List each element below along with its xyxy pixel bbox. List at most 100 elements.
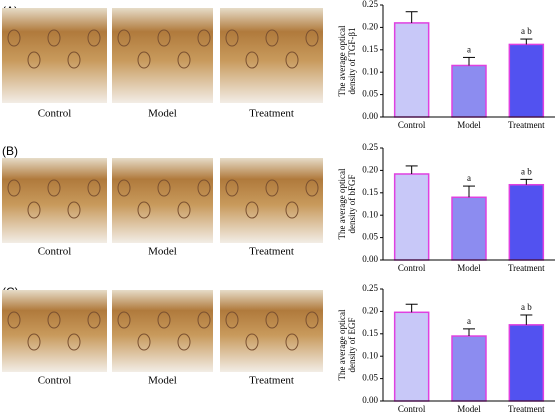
significance-label: a b <box>521 302 532 312</box>
y-axis-label-line: density of EGF <box>347 318 357 373</box>
y-axis-label-line: The average optical <box>337 309 347 380</box>
x-tick-label: Treatment <box>508 120 545 130</box>
micrograph <box>2 158 107 243</box>
follicle <box>47 29 61 47</box>
y-axis-label-line: The average optical <box>337 168 347 239</box>
y-tick-label: 0.15 <box>362 328 378 338</box>
y-tick-label: 0.20 <box>362 164 378 174</box>
y-tick-label: 0.25 <box>362 283 378 293</box>
follicle <box>67 201 81 219</box>
image-caption: Treatment <box>249 246 294 258</box>
x-tick-label: Treatment <box>508 404 545 414</box>
follicle <box>117 29 131 47</box>
x-tick-label: Model <box>457 404 481 414</box>
bar <box>393 22 430 118</box>
follicle <box>265 179 279 197</box>
y-tick-label: 0.05 <box>362 373 378 383</box>
image-caption: Model <box>148 246 177 258</box>
y-tick-label: 0.00 <box>362 111 378 121</box>
image-caption: Treatment <box>249 375 294 387</box>
follicle <box>177 201 191 219</box>
follicle <box>245 51 259 69</box>
follicle <box>87 179 101 197</box>
follicle <box>27 333 41 351</box>
bar <box>393 311 430 402</box>
follicle <box>177 333 191 351</box>
x-tick-label: Model <box>457 263 481 273</box>
follicle <box>7 29 21 47</box>
micrograph <box>112 8 213 103</box>
micrograph <box>220 290 323 372</box>
follicle <box>67 51 81 69</box>
follicle <box>225 179 239 197</box>
y-tick-label: 0.10 <box>362 209 378 219</box>
follicle <box>225 29 239 47</box>
y-axis-label: The average opticaldensity of bFGF <box>337 168 357 239</box>
bar <box>508 324 545 402</box>
follicle <box>197 311 211 329</box>
y-tick-label: 0.15 <box>362 187 378 197</box>
significance-label: a b <box>521 166 532 176</box>
follicle <box>265 311 279 329</box>
significance-label: a <box>467 316 471 326</box>
image-caption: Model <box>148 108 177 120</box>
follicle <box>87 29 101 47</box>
y-axis-label-line: The average optical <box>337 25 347 96</box>
follicle <box>117 311 131 329</box>
y-tick-label: 0.00 <box>362 395 378 405</box>
y-tick-label: 0.00 <box>362 254 378 264</box>
follicle <box>197 29 211 47</box>
follicle <box>305 29 319 47</box>
follicle <box>157 311 171 329</box>
significance-label: a b <box>521 26 532 36</box>
y-tick-label: 0.20 <box>362 21 378 31</box>
y-tick-label: 0.25 <box>362 142 378 152</box>
follicle <box>305 311 319 329</box>
micrograph <box>112 158 213 243</box>
significance-label: a <box>467 44 471 54</box>
image-caption: Treatment <box>249 108 294 120</box>
follicle <box>265 29 279 47</box>
follicle <box>305 179 319 197</box>
y-tick-label: 0.10 <box>362 350 378 360</box>
follicle <box>285 333 299 351</box>
x-tick-label: Model <box>457 120 481 130</box>
follicle <box>157 29 171 47</box>
follicle <box>137 201 151 219</box>
follicle <box>177 51 191 69</box>
follicle <box>47 311 61 329</box>
y-tick-label: 0.05 <box>362 232 378 242</box>
follicle <box>197 179 211 197</box>
follicle <box>27 51 41 69</box>
micrograph <box>112 290 213 372</box>
follicle <box>67 333 81 351</box>
follicle <box>7 311 21 329</box>
follicle <box>27 201 41 219</box>
micrograph <box>2 8 107 103</box>
follicle <box>47 179 61 197</box>
bar <box>451 335 487 402</box>
bar <box>451 196 487 261</box>
micrograph <box>220 8 323 103</box>
y-axis-label: The average opticaldensity of EGF <box>337 309 357 380</box>
follicle <box>285 51 299 69</box>
y-tick-label: 0.10 <box>362 66 378 76</box>
follicle <box>137 333 151 351</box>
image-caption: Model <box>148 375 177 387</box>
y-tick-label: 0.15 <box>362 44 378 54</box>
y-tick-label: 0.05 <box>362 89 378 99</box>
image-caption: Control <box>38 108 72 120</box>
bar <box>508 183 545 261</box>
panel-label: (B) <box>2 144 18 158</box>
bar <box>393 173 430 261</box>
follicle <box>245 333 259 351</box>
x-tick-label: Control <box>398 263 426 273</box>
follicle <box>285 201 299 219</box>
bar <box>508 43 545 118</box>
follicle <box>157 179 171 197</box>
y-tick-label: 0.20 <box>362 305 378 315</box>
bar <box>451 64 487 118</box>
significance-label: a <box>467 173 471 183</box>
follicle <box>225 311 239 329</box>
follicle <box>117 179 131 197</box>
